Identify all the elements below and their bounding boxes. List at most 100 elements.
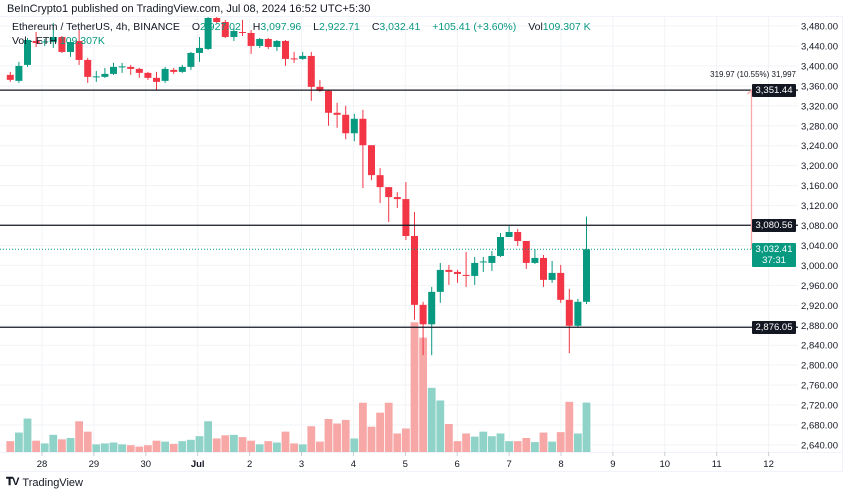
volume-bar — [204, 421, 212, 452]
price-tick-label: 2,840.00 — [801, 341, 838, 352]
candle-body — [531, 257, 539, 263]
candle-body — [161, 68, 169, 81]
price-tick-label: 2,960.00 — [801, 281, 838, 292]
price-tick-label: 2,800.00 — [801, 361, 838, 372]
candle-body — [325, 90, 332, 113]
candle-body — [342, 114, 350, 134]
candle-body — [583, 249, 590, 302]
candle-body — [497, 236, 504, 256]
candle-body — [49, 36, 57, 42]
candle-body — [488, 255, 496, 263]
volume-bar — [367, 426, 376, 452]
candle-body — [350, 118, 358, 134]
volume-bar — [462, 433, 470, 452]
candle-body — [24, 39, 31, 65]
volume-bar — [75, 421, 83, 452]
time-tick-label: 12 — [763, 459, 774, 470]
bar-countdown: 37:31 — [762, 254, 786, 266]
volume-bar — [470, 436, 479, 452]
candle-body — [256, 38, 264, 46]
volume-bar — [324, 419, 333, 452]
volume-bar — [40, 443, 49, 452]
volume-bar — [109, 442, 118, 452]
current-price-badge: 3,032.41 37:31 — [752, 242, 796, 267]
time-tick-label: 3 — [299, 459, 304, 470]
candle-body — [479, 261, 487, 263]
candle-body — [359, 118, 367, 146]
close-label: C — [371, 21, 380, 33]
volume-bar — [58, 439, 66, 452]
volume-legend: Vol · ETH 109.307K — [12, 35, 105, 47]
change-value: +105.41 (+3.60%) — [432, 21, 517, 33]
volume-bar — [187, 439, 195, 452]
price-line-badge: 3,351.44 — [752, 83, 796, 97]
candle-body — [273, 40, 281, 47]
low-value: 2,922.71 — [319, 21, 360, 33]
candle-body — [565, 299, 573, 326]
volume-bar — [281, 431, 290, 452]
volume-bar — [135, 446, 144, 452]
candle-body — [514, 232, 522, 241]
volume-bar — [582, 402, 591, 452]
candle-body — [557, 272, 565, 300]
volume-bar — [539, 432, 548, 452]
time-tick-label: 8 — [558, 459, 563, 470]
price-tick-label: 3,280.00 — [801, 121, 838, 132]
price-lines — [0, 89, 798, 328]
time-tick-label: 2 — [247, 459, 252, 470]
candle-body — [110, 66, 117, 74]
volume-bar — [359, 402, 367, 452]
volume-bar — [83, 431, 92, 452]
low-label: L — [313, 21, 320, 33]
publisher-line: BeInCrypto1 published on TradingView.com… — [7, 3, 371, 15]
candle-body — [307, 55, 315, 87]
price-tick-label: 3,480.00 — [801, 22, 838, 33]
candle-body — [445, 269, 453, 272]
tradingview-logo-icon: 𝐓V — [6, 476, 19, 488]
volume-bar — [144, 445, 152, 452]
time-tick-label: 28 — [37, 459, 48, 470]
volume-bar — [23, 418, 32, 452]
volume-bar — [436, 400, 445, 452]
price-tick-label: 3,360.00 — [801, 81, 838, 92]
volume-bar — [49, 434, 58, 452]
volume-bar — [427, 387, 436, 452]
time-tick-label: 5 — [403, 459, 408, 470]
candle-body — [316, 86, 324, 91]
price-tick-label: 3,040.00 — [801, 241, 838, 252]
volume-value: 109.307 K — [542, 21, 591, 33]
volume-bar — [161, 441, 169, 452]
volume-bar — [556, 432, 565, 452]
candle-body — [196, 47, 203, 53]
price-axis: 3,480.00 3,440.00 3,400.00 3,360.00 3,320.00… — [801, 22, 838, 452]
price-tick-label: 3,200.00 — [801, 161, 838, 172]
brand-name: TradingView — [22, 476, 83, 489]
time-tick-label: 11 — [712, 459, 722, 470]
time-tick-label: 6 — [455, 459, 460, 470]
candle-body — [411, 235, 418, 305]
volume-bar — [264, 441, 273, 452]
candle-body — [239, 31, 246, 33]
candle-body — [471, 262, 479, 276]
tradingview-logo[interactable]: 𝐓V TradingView — [6, 476, 83, 489]
candle-body — [290, 58, 298, 60]
volume-bar — [6, 441, 15, 452]
time-tick-label: 29 — [89, 459, 100, 470]
price-tick-label: 2,720.00 — [801, 401, 838, 412]
candle-body — [505, 232, 513, 237]
candle-body — [462, 274, 470, 276]
price-tick-label: 3,120.00 — [801, 201, 838, 212]
symbol-legend: Ethereum / TetherUS, 4h, BINANCE O2,927.… — [12, 21, 591, 33]
volume-bar — [410, 322, 419, 452]
candle-body — [127, 66, 135, 69]
candle-body — [187, 52, 195, 67]
candle-body — [282, 40, 289, 59]
volume-bar — [212, 438, 221, 452]
volume-bar — [221, 435, 230, 452]
volume-bar — [341, 419, 350, 452]
current-price: 3,032.41 — [755, 243, 793, 255]
volume-bar — [195, 436, 204, 452]
price-tick-label: 2,880.00 — [801, 321, 838, 332]
volume-bar — [384, 402, 393, 452]
